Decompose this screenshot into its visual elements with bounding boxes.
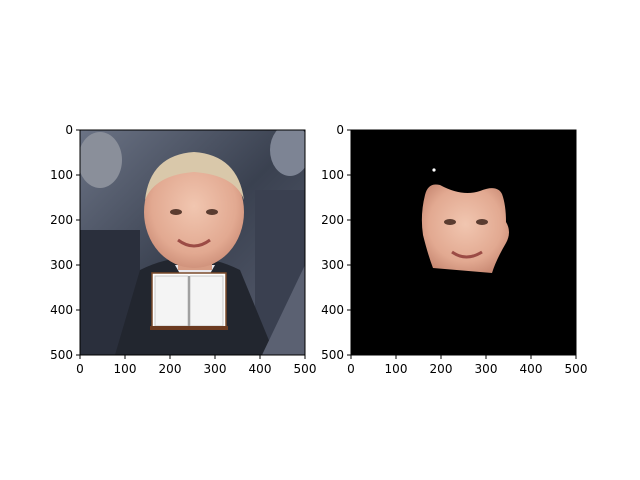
x-tick-label: 500 [565, 362, 588, 376]
y-tick-label: 0 [336, 123, 344, 137]
x-tick-label: 300 [475, 362, 498, 376]
x-tick-label: 300 [204, 362, 227, 376]
crowd-person-left [80, 132, 122, 188]
y-tick-label: 100 [50, 168, 73, 182]
foreground-shoulder [262, 265, 305, 355]
x-tick-label: 200 [430, 362, 453, 376]
x-tick-label: 400 [520, 362, 543, 376]
mask-speck [432, 168, 436, 172]
eye-left [170, 209, 182, 215]
mask-eye-right [476, 219, 488, 225]
y-tick-label: 300 [50, 258, 73, 272]
mouth [177, 238, 211, 248]
y-tick-label: 100 [321, 168, 344, 182]
y-tick-label: 400 [321, 303, 344, 317]
x-tick-label: 100 [385, 362, 408, 376]
y-tick-label: 400 [50, 303, 73, 317]
x-tick-label: 0 [76, 362, 84, 376]
eye-right [206, 209, 218, 215]
panel-right-frame [350, 129, 577, 356]
panel-left-image [80, 130, 305, 355]
mask-mouth [451, 250, 483, 259]
x-tick-label: 400 [249, 362, 272, 376]
x-tick-label: 0 [347, 362, 355, 376]
x-tick-label: 100 [114, 362, 137, 376]
y-tick-label: 200 [50, 213, 73, 227]
y-tick-label: 200 [321, 213, 344, 227]
face [144, 156, 244, 268]
crowd-person-right [270, 130, 305, 176]
face-mask [421, 184, 509, 273]
y-tick-label: 500 [321, 348, 344, 362]
mask-eye-left [444, 219, 456, 225]
panel-right-image [351, 130, 576, 355]
hair [145, 152, 244, 200]
x-tick-label: 500 [294, 362, 317, 376]
y-tick-label: 500 [50, 348, 73, 362]
book-overlay [150, 272, 228, 330]
panel-left-frame [79, 129, 306, 356]
y-tick-label: 300 [321, 258, 344, 272]
y-tick-label: 0 [65, 123, 73, 137]
x-tick-label: 200 [159, 362, 182, 376]
